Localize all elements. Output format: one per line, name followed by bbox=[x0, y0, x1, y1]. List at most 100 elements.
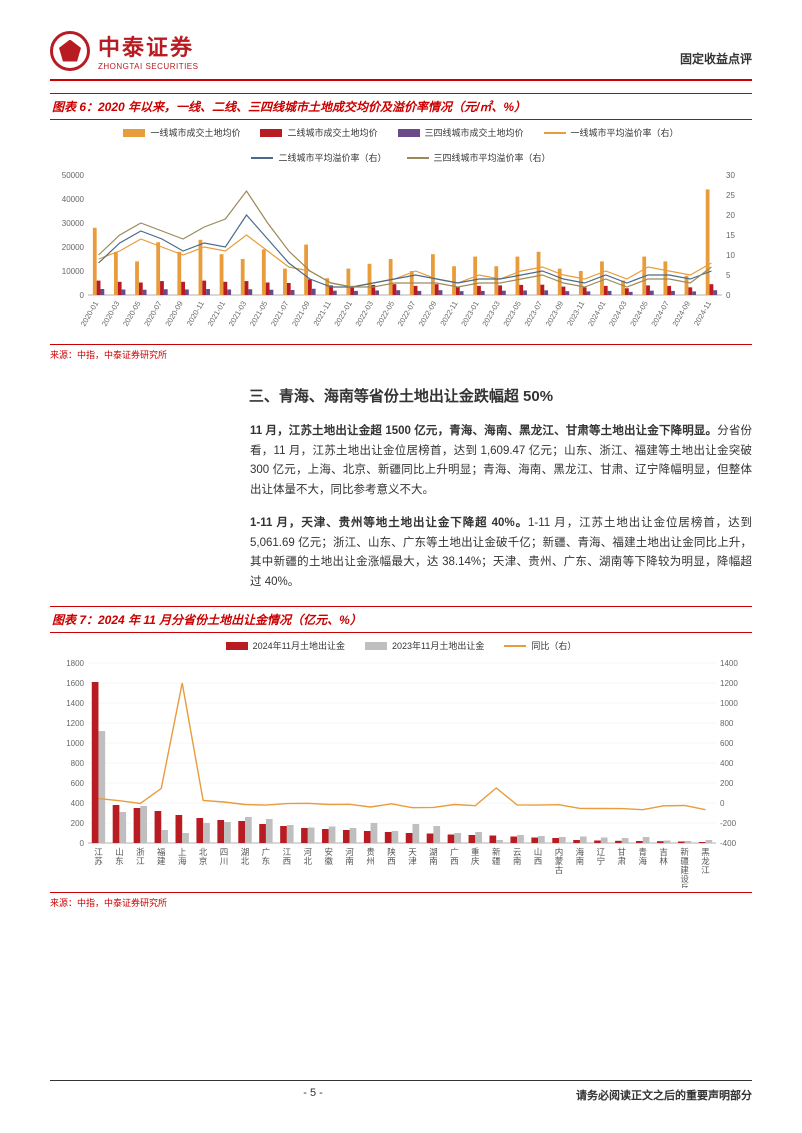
svg-text:1200: 1200 bbox=[66, 719, 84, 728]
svg-text:津: 津 bbox=[408, 856, 417, 866]
svg-text:苏: 苏 bbox=[94, 856, 103, 866]
page-header: 中泰证券 ZHONGTAI SECURITIES 固定收益点评 bbox=[50, 30, 752, 81]
svg-text:2021-03: 2021-03 bbox=[227, 300, 249, 328]
svg-text:2020-07: 2020-07 bbox=[142, 300, 164, 328]
svg-text:海: 海 bbox=[638, 856, 647, 866]
svg-text:2020-09: 2020-09 bbox=[163, 300, 185, 328]
svg-text:200: 200 bbox=[71, 819, 85, 828]
svg-text:2020-01: 2020-01 bbox=[79, 300, 101, 328]
svg-text:2024-07: 2024-07 bbox=[649, 300, 671, 328]
svg-text:2023-03: 2023-03 bbox=[480, 300, 502, 328]
svg-text:1000: 1000 bbox=[720, 699, 738, 708]
svg-text:25: 25 bbox=[726, 191, 735, 200]
svg-text:2020-11: 2020-11 bbox=[185, 300, 206, 328]
svg-text:10000: 10000 bbox=[62, 267, 85, 276]
chart7-svg: 020040060080010001200140016001800-400-20… bbox=[50, 658, 750, 888]
svg-text:-200: -200 bbox=[720, 819, 737, 828]
svg-text:2022-03: 2022-03 bbox=[353, 300, 375, 328]
section3-title: 三、青海、海南等省份土地出让金跌幅超 50% bbox=[50, 385, 752, 406]
svg-text:南: 南 bbox=[345, 856, 354, 866]
svg-text:海: 海 bbox=[178, 856, 187, 866]
svg-text:0: 0 bbox=[80, 291, 85, 300]
logo-text-cn: 中泰证券 bbox=[98, 30, 198, 62]
svg-text:京: 京 bbox=[199, 856, 208, 866]
svg-text:西: 西 bbox=[283, 856, 292, 866]
svg-text:建: 建 bbox=[157, 856, 166, 866]
p1-bold: 11 月，江苏土地出让金超 1500 亿元，青海、海南、黑龙江、甘肃等土地出让金… bbox=[250, 425, 717, 437]
svg-text:1600: 1600 bbox=[66, 679, 84, 688]
svg-text:2024-05: 2024-05 bbox=[628, 300, 650, 328]
legend-label: 2023年11月土地出让金 bbox=[392, 639, 484, 652]
svg-text:400: 400 bbox=[71, 799, 85, 808]
svg-text:南: 南 bbox=[576, 856, 585, 866]
chart7-source: 来源：中指，中泰证券研究所 bbox=[50, 892, 752, 909]
svg-text:10: 10 bbox=[726, 251, 735, 260]
svg-text:东: 东 bbox=[115, 856, 124, 866]
svg-text:40000: 40000 bbox=[62, 195, 85, 204]
svg-text:川: 川 bbox=[220, 856, 229, 866]
footer-disclaimer: 请务必阅读正文之后的重要声明部分 bbox=[576, 1087, 752, 1103]
svg-text:北: 北 bbox=[304, 856, 313, 866]
logo-block: 中泰证券 ZHONGTAI SECURITIES bbox=[50, 30, 198, 71]
svg-text:2022-05: 2022-05 bbox=[375, 300, 397, 328]
svg-text:600: 600 bbox=[720, 739, 734, 748]
svg-text:宁: 宁 bbox=[597, 856, 606, 866]
svg-text:1000: 1000 bbox=[66, 739, 84, 748]
section3-p1: 11 月，江苏土地出让金超 1500 亿元，青海、海南、黑龙江、甘肃等土地出让金… bbox=[250, 422, 752, 500]
svg-text:2021-11: 2021-11 bbox=[311, 300, 332, 328]
svg-text:西: 西 bbox=[387, 856, 396, 866]
svg-text:15: 15 bbox=[726, 231, 735, 240]
svg-text:2022-01: 2022-01 bbox=[332, 300, 354, 328]
svg-text:2022-11: 2022-11 bbox=[438, 300, 459, 328]
chart6-svg: 0 10000 20000 30000 40000 50000 0 5 10 15 20 25 30 20… bbox=[50, 170, 750, 340]
svg-text:南: 南 bbox=[429, 856, 438, 866]
svg-text:30000: 30000 bbox=[62, 219, 85, 228]
chart7-title: 图表 7：2024 年 11 月分省份土地出让金情况（亿元、%） bbox=[50, 606, 752, 633]
svg-text:2021-07: 2021-07 bbox=[269, 300, 291, 328]
logo-text-en: ZHONGTAI SECURITIES bbox=[98, 62, 198, 71]
svg-text:-400: -400 bbox=[720, 839, 737, 848]
svg-text:400: 400 bbox=[720, 759, 734, 768]
svg-text:800: 800 bbox=[720, 719, 734, 728]
svg-text:江: 江 bbox=[701, 865, 710, 875]
svg-text:2020-05: 2020-05 bbox=[121, 300, 143, 328]
svg-text:5: 5 bbox=[726, 271, 731, 280]
svg-text:20000: 20000 bbox=[62, 243, 85, 252]
svg-text:东: 东 bbox=[262, 856, 271, 866]
svg-text:江: 江 bbox=[136, 856, 145, 866]
section3-p2: 1-11 月，天津、贵州等地土地出让金下降超 40%。1-11 月，江苏土地出让… bbox=[250, 514, 752, 592]
svg-text:200: 200 bbox=[720, 779, 734, 788]
svg-text:0: 0 bbox=[80, 839, 85, 848]
chart6-title: 图表 6：2020 年以来，一线、二线、三四线城市土地成交均价及溢价率情况（元/… bbox=[50, 93, 752, 120]
legend-label: 二线城市平均溢价率（右） bbox=[278, 151, 386, 164]
svg-text:2024-09: 2024-09 bbox=[670, 300, 692, 328]
document-type: 固定收益点评 bbox=[680, 30, 752, 67]
chart7-legend: 2024年11月土地出让金 2023年11月土地出让金 同比（右） bbox=[50, 639, 752, 652]
svg-text:0: 0 bbox=[726, 291, 731, 300]
legend-label: 一线城市成交土地均价 bbox=[150, 126, 240, 139]
svg-text:古: 古 bbox=[555, 865, 564, 875]
svg-text:600: 600 bbox=[71, 779, 85, 788]
svg-text:30: 30 bbox=[726, 171, 735, 180]
svg-text:北: 北 bbox=[241, 856, 250, 866]
svg-text:2024-01: 2024-01 bbox=[586, 300, 608, 328]
svg-text:西: 西 bbox=[534, 856, 543, 866]
legend-label: 二线城市成交土地均价 bbox=[287, 126, 377, 139]
svg-text:50000: 50000 bbox=[62, 171, 85, 180]
svg-text:2021-09: 2021-09 bbox=[290, 300, 312, 328]
svg-text:800: 800 bbox=[71, 759, 85, 768]
svg-text:庆: 庆 bbox=[471, 856, 480, 866]
svg-text:2024-03: 2024-03 bbox=[607, 300, 629, 328]
legend-label: 三四线城市成交土地均价 bbox=[425, 126, 524, 139]
svg-text:肃: 肃 bbox=[618, 856, 627, 866]
svg-text:南: 南 bbox=[513, 856, 522, 866]
svg-text:疆: 疆 bbox=[492, 856, 501, 866]
svg-text:2023-09: 2023-09 bbox=[544, 300, 566, 328]
svg-text:1800: 1800 bbox=[66, 659, 84, 668]
svg-text:0: 0 bbox=[720, 799, 725, 808]
svg-text:徽: 徽 bbox=[324, 856, 333, 866]
p2-bold: 1-11 月，天津、贵州等地土地出让金下降超 40%。 bbox=[250, 517, 528, 529]
svg-text:20: 20 bbox=[726, 211, 735, 220]
chart6-source: 来源：中指，中泰证券研究所 bbox=[50, 344, 752, 361]
legend-label: 三四线城市平均溢价率（右） bbox=[434, 151, 551, 164]
